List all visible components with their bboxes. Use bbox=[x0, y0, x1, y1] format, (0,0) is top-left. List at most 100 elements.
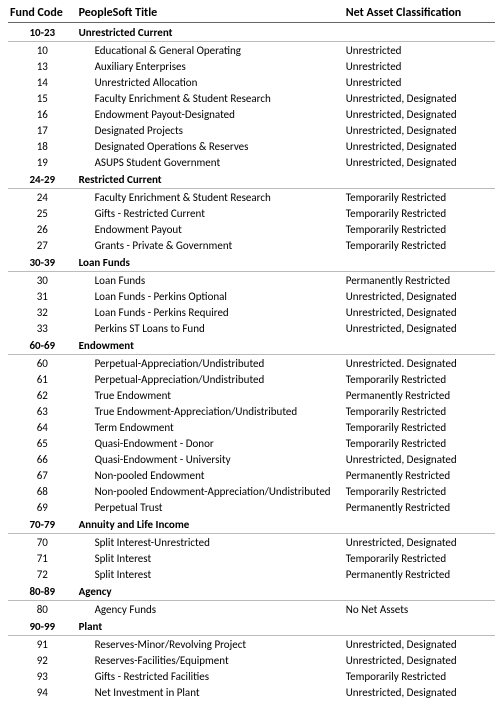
fund-title: Designated Operations & Reserves bbox=[77, 138, 344, 154]
section-label: Unrestricted Current bbox=[77, 23, 344, 42]
fund-code: 62 bbox=[8, 387, 77, 403]
fund-code: 63 bbox=[8, 403, 77, 419]
fund-title: Faculty Enrichment & Student Research bbox=[77, 90, 344, 106]
table-row: 26Endowment PayoutTemporarily Restricted bbox=[8, 221, 495, 237]
fund-title: Loan Funds - Perkins Required bbox=[77, 304, 344, 320]
header-title: PeopleSoft Title bbox=[77, 4, 344, 23]
table-row: 66Quasi-Endowment - UniversityUnrestrict… bbox=[8, 451, 495, 467]
fund-code: 94 bbox=[8, 684, 77, 700]
table-row: 70Split Interest-UnrestrictedUnrestricte… bbox=[8, 534, 495, 551]
section-empty bbox=[344, 336, 495, 355]
fund-title: Quasi-Endowment - Donor bbox=[77, 435, 344, 451]
fund-class: No Net Assets bbox=[344, 601, 495, 618]
section-empty bbox=[344, 253, 495, 272]
fund-title: Reserves-Facilities/Equipment bbox=[77, 652, 344, 668]
fund-class: Unrestricted, Designated bbox=[344, 288, 495, 304]
table-row: 60Perpetual-Appreciation/UndistributedUn… bbox=[8, 355, 495, 372]
fund-title: Unrestricted Allocation bbox=[77, 74, 344, 90]
fund-code: 91 bbox=[8, 636, 77, 653]
fund-title: Net Investment in Plant bbox=[77, 684, 344, 700]
section-label: Loan Funds bbox=[77, 253, 344, 272]
fund-code: 18 bbox=[8, 138, 77, 154]
fund-class: Unrestricted, Designated bbox=[344, 636, 495, 653]
header-classification: Net Asset Classification bbox=[344, 4, 495, 23]
table-row: 80Agency FundsNo Net Assets bbox=[8, 601, 495, 618]
fund-code: 17 bbox=[8, 122, 77, 138]
table-row: 27Grants - Private & GovernmentTemporari… bbox=[8, 237, 495, 253]
section-header: 90-99Plant bbox=[8, 617, 495, 636]
fund-code: 61 bbox=[8, 371, 77, 387]
table-row: 93Gifts - Restricted FacilitiesTemporari… bbox=[8, 668, 495, 684]
fund-code: 13 bbox=[8, 58, 77, 74]
fund-table: Fund Code PeopleSoft Title Net Asset Cla… bbox=[8, 4, 495, 700]
fund-class: Unrestricted, Designated bbox=[344, 684, 495, 700]
fund-title: Faculty Enrichment & Student Research bbox=[77, 189, 344, 206]
fund-class: Unrestricted. Designated bbox=[344, 355, 495, 372]
fund-code: 19 bbox=[8, 154, 77, 170]
section-range: 90-99 bbox=[8, 617, 77, 636]
fund-code: 16 bbox=[8, 106, 77, 122]
fund-code: 70 bbox=[8, 534, 77, 551]
fund-class: Temporarily Restricted bbox=[344, 221, 495, 237]
fund-class: Temporarily Restricted bbox=[344, 435, 495, 451]
section-label: Plant bbox=[77, 617, 344, 636]
fund-code: 14 bbox=[8, 74, 77, 90]
fund-class: Unrestricted, Designated bbox=[344, 451, 495, 467]
fund-class: Temporarily Restricted bbox=[344, 189, 495, 206]
section-empty bbox=[344, 515, 495, 534]
fund-code: 31 bbox=[8, 288, 77, 304]
section-header: 80-89Agency bbox=[8, 582, 495, 601]
fund-class: Unrestricted, Designated bbox=[344, 320, 495, 336]
table-row: 65Quasi-Endowment - DonorTemporarily Res… bbox=[8, 435, 495, 451]
fund-class: Temporarily Restricted bbox=[344, 550, 495, 566]
fund-code: 68 bbox=[8, 483, 77, 499]
fund-title: ASUPS Student Government bbox=[77, 154, 344, 170]
section-range: 24-29 bbox=[8, 170, 77, 189]
fund-code: 32 bbox=[8, 304, 77, 320]
section-range: 80-89 bbox=[8, 582, 77, 601]
fund-code: 65 bbox=[8, 435, 77, 451]
fund-title: Educational & General Operating bbox=[77, 42, 344, 59]
fund-class: Unrestricted, Designated bbox=[344, 652, 495, 668]
fund-code: 64 bbox=[8, 419, 77, 435]
fund-title: Perpetual Trust bbox=[77, 499, 344, 515]
table-row: 13Auxiliary EnterprisesUnrestricted bbox=[8, 58, 495, 74]
fund-class: Permanently Restricted bbox=[344, 272, 495, 289]
fund-class: Unrestricted, Designated bbox=[344, 138, 495, 154]
fund-class: Temporarily Restricted bbox=[344, 483, 495, 499]
section-header: 60-69Endowment bbox=[8, 336, 495, 355]
table-row: 92Reserves-Facilities/EquipmentUnrestric… bbox=[8, 652, 495, 668]
table-row: 72Split InterestPermanently Restricted bbox=[8, 566, 495, 582]
section-label: Agency bbox=[77, 582, 344, 601]
fund-code: 66 bbox=[8, 451, 77, 467]
fund-code: 69 bbox=[8, 499, 77, 515]
fund-class: Unrestricted, Designated bbox=[344, 154, 495, 170]
table-row: 15Faculty Enrichment & Student ResearchU… bbox=[8, 90, 495, 106]
fund-title: Loan Funds - Perkins Optional bbox=[77, 288, 344, 304]
fund-title: Reserves-Minor/Revolving Project bbox=[77, 636, 344, 653]
fund-title: Agency Funds bbox=[77, 601, 344, 618]
fund-title: Gifts - Restricted Facilities bbox=[77, 668, 344, 684]
fund-class: Unrestricted, Designated bbox=[344, 304, 495, 320]
section-range: 30-39 bbox=[8, 253, 77, 272]
fund-class: Unrestricted bbox=[344, 58, 495, 74]
fund-class: Permanently Restricted bbox=[344, 467, 495, 483]
table-row: 61Perpetual-Appreciation/UndistributedTe… bbox=[8, 371, 495, 387]
section-range: 10-23 bbox=[8, 23, 77, 42]
fund-code: 92 bbox=[8, 652, 77, 668]
fund-code: 26 bbox=[8, 221, 77, 237]
fund-class: Unrestricted, Designated bbox=[344, 106, 495, 122]
table-row: 14Unrestricted AllocationUnrestricted bbox=[8, 74, 495, 90]
fund-code: 60 bbox=[8, 355, 77, 372]
section-range: 70-79 bbox=[8, 515, 77, 534]
fund-title: Perkins ST Loans to Fund bbox=[77, 320, 344, 336]
fund-title: Gifts - Restricted Current bbox=[77, 205, 344, 221]
fund-title: True Endowment bbox=[77, 387, 344, 403]
fund-code: 72 bbox=[8, 566, 77, 582]
table-row: 91Reserves-Minor/Revolving ProjectUnrest… bbox=[8, 636, 495, 653]
fund-title: Split Interest bbox=[77, 550, 344, 566]
fund-class: Temporarily Restricted bbox=[344, 205, 495, 221]
fund-class: Permanently Restricted bbox=[344, 499, 495, 515]
table-row: 64Term EndowmentTemporarily Restricted bbox=[8, 419, 495, 435]
fund-title: Perpetual-Appreciation/Undistributed bbox=[77, 355, 344, 372]
